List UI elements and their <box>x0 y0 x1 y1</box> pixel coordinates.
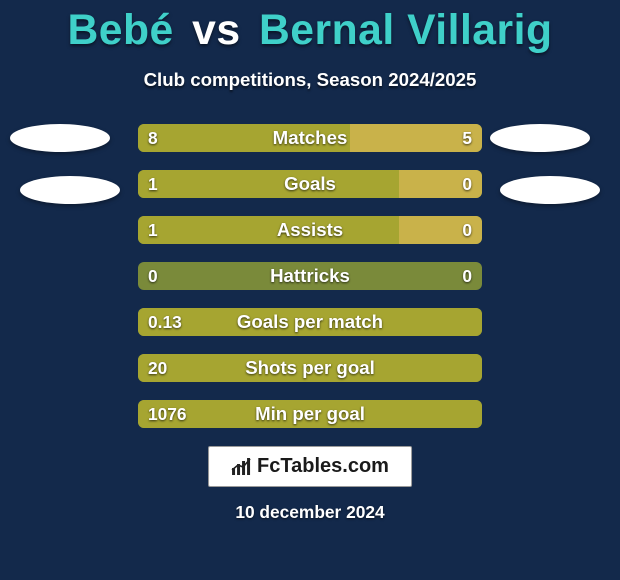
watermark-text: FcTables.com <box>257 455 389 478</box>
date-text: 10 december 2024 <box>0 502 620 523</box>
bar-fill-left <box>138 216 399 244</box>
side-oval <box>490 124 590 152</box>
comparison-bars: 85Matches 10Goals 10Assists 0 0Hattricks 0.13… <box>138 124 482 446</box>
bar-fill-left <box>138 124 350 152</box>
subtitle: Club competitions, Season 2024/2025 <box>0 69 620 91</box>
stat-value-left: 0 <box>148 262 158 290</box>
stat-row: 10Assists <box>138 216 482 244</box>
chart-icon <box>231 458 251 476</box>
bar-fill-right <box>399 170 482 198</box>
stat-row: 0.13Goals per match <box>138 308 482 336</box>
stat-value-right: 0 <box>462 262 472 290</box>
bar-fill-left <box>138 308 482 336</box>
bar-fill-left <box>138 354 482 382</box>
watermark-badge: FcTables.com <box>208 446 412 487</box>
bar-fill-right <box>350 124 482 152</box>
title-player2: Bernal Villarig <box>259 6 553 54</box>
page-title: Bebé vs Bernal Villarig <box>0 0 620 55</box>
title-vs: vs <box>192 6 240 54</box>
stat-label: Hattricks <box>138 262 482 290</box>
bar-fill-right <box>399 216 482 244</box>
stat-row: 20Shots per goal <box>138 354 482 382</box>
side-oval <box>20 176 120 204</box>
stat-row: 10Goals <box>138 170 482 198</box>
side-oval <box>10 124 110 152</box>
stat-row: 0 0Hattricks <box>138 262 482 290</box>
title-player1: Bebé <box>67 6 173 54</box>
stat-row: 1076Min per goal <box>138 400 482 428</box>
bar-fill-left <box>138 400 482 428</box>
stat-row: 85Matches <box>138 124 482 152</box>
side-oval <box>500 176 600 204</box>
bar-fill-left <box>138 170 399 198</box>
comparison-infographic: Bebé vs Bernal Villarig Club competition… <box>0 0 620 580</box>
